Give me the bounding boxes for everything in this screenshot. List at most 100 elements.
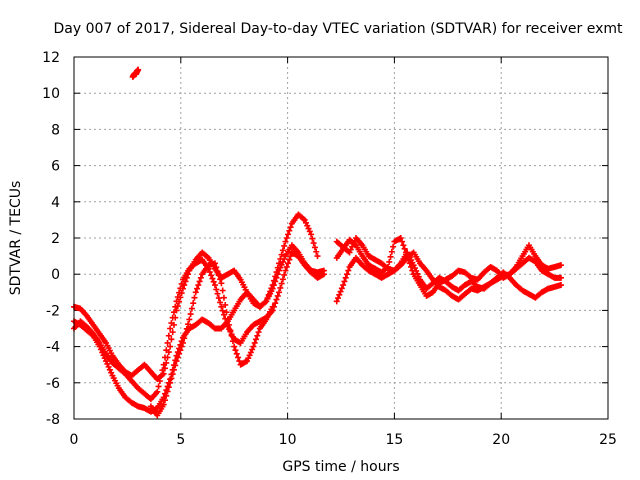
data-point xyxy=(223,309,230,316)
data-point xyxy=(217,299,224,306)
data-point xyxy=(345,267,352,274)
x-tick-label: 20 xyxy=(492,432,510,448)
data-point xyxy=(179,339,186,346)
data-point xyxy=(168,320,175,327)
data-point xyxy=(285,231,292,238)
data-point xyxy=(409,267,416,274)
y-tick-label: 12 xyxy=(42,50,60,66)
data-point xyxy=(169,371,176,378)
data-point xyxy=(177,285,184,292)
data-point xyxy=(277,284,284,291)
data-point xyxy=(177,347,184,354)
data-point xyxy=(252,336,259,343)
grid xyxy=(74,57,608,419)
data-point xyxy=(158,372,165,379)
data-point xyxy=(215,295,222,302)
data-point xyxy=(210,278,217,285)
data-point xyxy=(172,303,179,310)
data-point xyxy=(178,280,185,287)
data-point xyxy=(167,343,174,350)
series-track-7 xyxy=(333,235,565,299)
data-point xyxy=(267,288,274,295)
data-point xyxy=(287,224,294,231)
x-tick-label: 10 xyxy=(279,432,297,448)
data-point xyxy=(226,321,233,328)
data-point xyxy=(337,288,344,295)
data-point xyxy=(170,309,177,316)
data-point xyxy=(195,282,202,289)
data-point xyxy=(268,285,275,292)
data-point xyxy=(313,248,320,255)
data-point xyxy=(154,388,161,395)
data-point xyxy=(401,245,408,252)
data-point xyxy=(270,277,277,284)
data-point xyxy=(220,294,227,301)
data-point xyxy=(169,314,176,321)
data-point xyxy=(233,350,240,357)
data-point xyxy=(197,274,204,281)
data-point xyxy=(276,289,283,296)
y-tick-label: -8 xyxy=(46,412,60,428)
data-point xyxy=(386,258,393,265)
data-point xyxy=(397,235,404,241)
y-tick-label: 10 xyxy=(42,86,60,102)
y-tick-label: 8 xyxy=(51,122,60,138)
data-point xyxy=(286,227,293,234)
series-outlier xyxy=(129,66,142,80)
data-point xyxy=(214,268,221,275)
data-point xyxy=(167,379,174,386)
data-point xyxy=(196,278,203,285)
data-point xyxy=(285,260,292,267)
data-point xyxy=(235,354,242,361)
data-point xyxy=(219,307,226,314)
data-point xyxy=(384,263,391,270)
data-point xyxy=(192,289,199,296)
data-point xyxy=(227,327,234,334)
data-point xyxy=(278,280,285,287)
data-point xyxy=(314,253,321,260)
data-point xyxy=(404,253,411,260)
data-point xyxy=(160,361,167,368)
data-point xyxy=(187,311,194,318)
data-point xyxy=(213,286,220,293)
data-point xyxy=(159,367,166,374)
data-point xyxy=(390,243,397,250)
data-point xyxy=(408,263,415,270)
x-tick-label: 5 xyxy=(176,432,185,448)
data-point xyxy=(558,262,565,269)
data-point xyxy=(264,295,271,302)
data-point xyxy=(282,238,289,245)
data-point xyxy=(340,282,347,289)
data-point xyxy=(255,329,262,336)
data-point xyxy=(194,285,201,292)
data-point xyxy=(217,276,224,283)
data-point xyxy=(269,303,276,310)
data-point xyxy=(335,295,342,302)
data-point xyxy=(282,267,289,274)
y-tick-label: -6 xyxy=(46,376,60,392)
chart-title: Day 007 of 2017, Sidereal Day-to-day VTE… xyxy=(54,21,624,37)
data-point xyxy=(176,350,183,357)
series-track-4 xyxy=(147,260,276,419)
y-axis-label: SDTVAR / TECUs xyxy=(8,181,24,296)
data-point xyxy=(218,280,225,287)
data-point xyxy=(400,242,407,249)
data-point xyxy=(190,300,197,307)
data-point xyxy=(274,264,281,271)
axes: 0 5 10 15 20 25 -8 -6 -4 -2 0 2 4 6 8 10 12 xyxy=(42,50,617,448)
data-point xyxy=(178,343,185,350)
y-tick-label: 6 xyxy=(51,159,60,175)
data-points xyxy=(71,66,565,419)
y-tick-label: 4 xyxy=(51,195,60,211)
data-point xyxy=(341,278,348,285)
data-point xyxy=(229,338,236,345)
data-point xyxy=(155,383,162,390)
data-point xyxy=(310,240,317,247)
data-point xyxy=(343,271,350,278)
data-point xyxy=(399,238,406,245)
data-point xyxy=(273,269,280,276)
data-point xyxy=(167,325,174,332)
data-point xyxy=(222,301,229,308)
data-point xyxy=(406,260,413,267)
data-point xyxy=(269,282,276,289)
